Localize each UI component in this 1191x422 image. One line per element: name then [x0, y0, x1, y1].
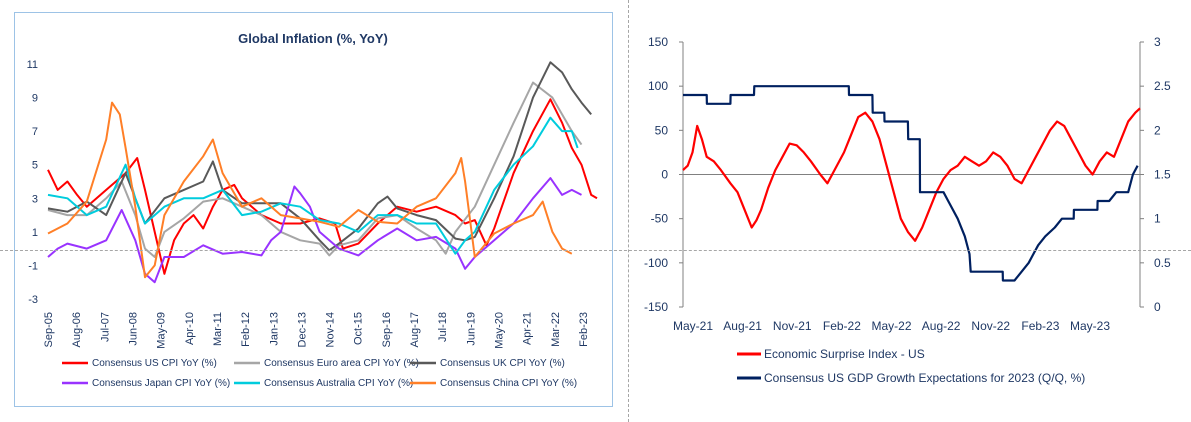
- x-tick-label: Aug-22: [922, 319, 961, 333]
- x-tick-label: Apr-10: [184, 312, 196, 345]
- chart-frame: [14, 12, 613, 407]
- x-tick-label: Jun-19: [465, 312, 477, 346]
- x-tick-label: Jun-08: [127, 312, 139, 346]
- x-tick-label: Jan-13: [268, 312, 280, 346]
- x-tick-label: Aug-06: [71, 312, 83, 347]
- x-tick-label: May-20: [494, 312, 506, 349]
- x-tick-label: Mar-22: [550, 312, 562, 347]
- x-tick-label: Sep-16: [381, 312, 393, 347]
- y2-tick-label: 2.5: [1154, 79, 1171, 93]
- y-tick-label: 5: [32, 160, 38, 172]
- x-tick-label: Mar-11: [212, 312, 224, 346]
- x-tick-label: Feb-12: [240, 312, 252, 347]
- x-tick-label: Nov-14: [325, 312, 337, 347]
- chart-title: Global Inflation (%, YoY): [238, 31, 388, 46]
- horizontal-divider: [0, 250, 1191, 251]
- legend-label: Consensus China CPI YoY (%): [440, 378, 577, 389]
- us-surprise-gdp-svg: 150 100 50 0 -50 -100 -150 3 2.5 2 1.5 1 0.5 0 May-2…: [644, 35, 1171, 385]
- x-tick-label: Oct-15: [353, 312, 365, 345]
- x-tick-label: May-09: [156, 312, 168, 349]
- y-tick-label: 150: [648, 35, 668, 49]
- y-tick-label: 0: [661, 168, 668, 182]
- y-tick-label: 100: [648, 79, 668, 93]
- x-tick-label: May-23: [1070, 319, 1110, 333]
- y-tick-label: 9: [32, 93, 38, 105]
- x-tick-label: Aug-17: [409, 312, 421, 347]
- x-tick-label: Nov-21: [773, 319, 812, 333]
- x-tick-label: Aug-21: [723, 319, 762, 333]
- legend-label: Consensus Australia CPI YoY (%): [264, 378, 413, 389]
- series-line-consensus-us-cpi-yoy: [47, 98, 598, 275]
- x-tick-label: Dec-13: [296, 312, 308, 347]
- x-tick-label: Apr-21: [522, 312, 534, 345]
- y2-tick-label: 1: [1154, 212, 1161, 226]
- y-tick-label: 1: [32, 227, 38, 239]
- series-line-consensus-china-cpi-yoy: [47, 101, 573, 279]
- series-line-consensus-euro-area-cpi-yoy: [47, 81, 583, 258]
- y-tick-label: -100: [644, 256, 668, 270]
- legend-label: Consensus Euro area CPI YoY (%): [264, 358, 419, 369]
- y-tick-label: -50: [651, 212, 669, 226]
- vertical-divider: [628, 0, 629, 422]
- y2-tick-label: 2: [1154, 123, 1161, 137]
- x-tick-label: May-21: [673, 319, 713, 333]
- y-tick-label: -1: [28, 260, 38, 272]
- y2-tick-label: 0.5: [1154, 256, 1171, 270]
- x-tick-label: Jul-18: [437, 312, 449, 342]
- series-line-consensus-us-gdp-growth-expectations-for-2023-q-q: [683, 85, 1139, 282]
- x-tick-label: Feb-22: [823, 319, 861, 333]
- legend-label: Economic Surprise Index - US: [764, 347, 925, 361]
- x-tick-label: Jul-07: [99, 312, 111, 342]
- y-tick-label: -3: [28, 294, 38, 306]
- y-tick-label: 3: [32, 193, 38, 205]
- y-tick-label: -150: [644, 300, 668, 314]
- y-tick-label: 50: [655, 123, 669, 137]
- x-tick-label: Feb-23: [1021, 319, 1059, 333]
- y2-tick-label: 3: [1154, 35, 1161, 49]
- y-tick-label: 7: [32, 126, 38, 138]
- y2-tick-label: 1.5: [1154, 168, 1171, 182]
- global-inflation-svg: Global Inflation (%, YoY) 11 9 7 5 3 1 -1 -3 Se…: [27, 31, 598, 389]
- us-surprise-gdp-chart: 150 100 50 0 -50 -100 -150 3 2.5 2 1.5 1 0.5 0 May-2…: [630, 0, 1191, 422]
- x-tick-label: Feb-23: [578, 312, 590, 347]
- legend-label: Consensus US GDP Growth Expectations for…: [764, 371, 1085, 385]
- series-line-consensus-australia-cpi-yoy: [47, 116, 579, 255]
- legend-label: Consensus Japan CPI YoY (%): [92, 378, 230, 389]
- global-inflation-chart: Global Inflation (%, YoY) 11 9 7 5 3 1 -1 -3 Se…: [14, 12, 613, 407]
- legend-label: Consensus US CPI YoY (%): [92, 358, 217, 369]
- legend-label: Consensus UK CPI YoY (%): [440, 358, 565, 369]
- x-tick-label: May-22: [871, 319, 911, 333]
- y2-tick-label: 0: [1154, 300, 1161, 314]
- y-tick-label: 11: [27, 59, 38, 71]
- x-tick-label: Sep-05: [43, 312, 55, 347]
- x-tick-label: Nov-22: [971, 319, 1010, 333]
- series-line-consensus-japan-cpi-yoy: [47, 177, 582, 284]
- series-line-economic-surprise-index-us: [682, 107, 1141, 242]
